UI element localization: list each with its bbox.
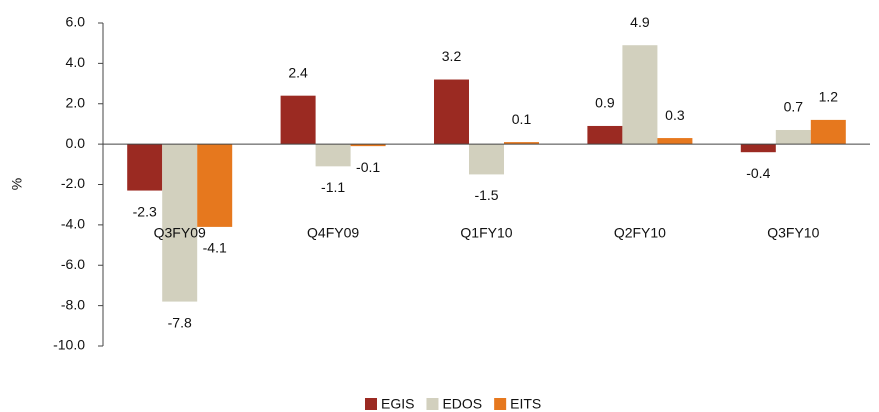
x-tick-label: Q3FY09 [154, 225, 206, 241]
bar [740, 144, 776, 153]
y-tick-label: 4.0 [66, 54, 86, 70]
value-label: 4.9 [630, 14, 650, 30]
value-label: -7.8 [168, 314, 192, 330]
bar [775, 129, 811, 145]
bar [504, 142, 539, 145]
legend-label: EDOS [442, 396, 482, 412]
y-tick-label: -10.0 [53, 337, 85, 353]
value-label: -1.5 [474, 187, 498, 203]
bar [622, 45, 658, 145]
bar [315, 144, 351, 167]
value-label: 0.7 [784, 99, 804, 115]
y-axis-label: % [9, 178, 25, 190]
value-label: 3.2 [442, 48, 462, 64]
legend-label: EITS [510, 396, 541, 412]
value-label: 1.2 [819, 89, 839, 105]
x-tick-label: Q1FY10 [460, 225, 512, 241]
legend-swatch [365, 398, 377, 410]
bar [162, 144, 198, 302]
value-label: 0.9 [595, 95, 615, 111]
legend-swatch [494, 398, 507, 410]
bar [280, 95, 316, 145]
x-tick-label: Q3FY10 [767, 225, 819, 241]
x-tick-label: Q2FY10 [614, 225, 666, 241]
y-tick-label: 0.0 [66, 135, 86, 151]
value-label: 0.1 [512, 111, 532, 127]
y-tick-label: 6.0 [66, 14, 86, 30]
bar [127, 144, 163, 191]
bar [810, 119, 846, 145]
y-tick-label: -6.0 [61, 256, 85, 272]
bar [350, 144, 386, 147]
bar [434, 79, 469, 145]
bar [587, 125, 623, 145]
legend-label: EGIS [381, 396, 414, 412]
value-label: -1.1 [321, 179, 345, 195]
y-tick-label: 2.0 [66, 94, 86, 110]
bar [657, 138, 693, 145]
x-tick-label: Q4FY09 [307, 225, 359, 241]
value-label: -2.3 [133, 203, 157, 219]
value-label: -0.4 [746, 165, 770, 181]
y-tick-label: -8.0 [61, 296, 85, 312]
y-tick-label: -4.0 [61, 216, 85, 232]
bar [197, 144, 233, 227]
value-label: -4.1 [203, 240, 227, 256]
y-tick-label: -2.0 [61, 175, 85, 191]
bar [469, 144, 504, 175]
value-label: 0.3 [665, 107, 685, 123]
value-label: -0.1 [356, 159, 380, 175]
legend-swatch [426, 398, 439, 410]
value-label: 2.4 [288, 64, 308, 80]
